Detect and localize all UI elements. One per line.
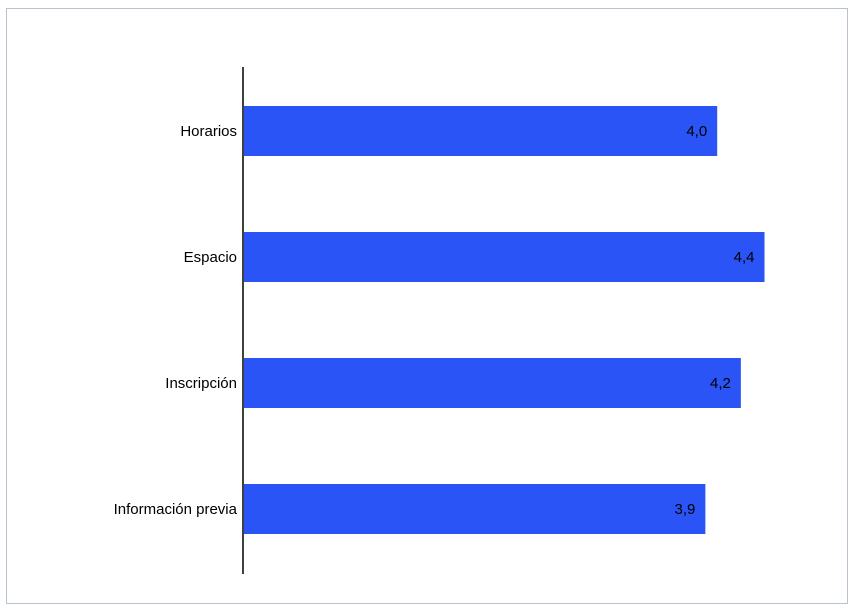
bar-4	[244, 484, 706, 534]
labels-layer: Horarios 4,0 Espacio 4,4 Inscripción 4,2 Infor…	[114, 123, 755, 518]
category-label: Información previa	[114, 501, 238, 518]
data-label: 4,0	[686, 123, 707, 140]
bar-3	[244, 358, 741, 408]
data-label: 4,4	[734, 249, 755, 266]
category-label: Inscripción	[165, 375, 237, 392]
category-label: Horarios	[180, 123, 237, 140]
data-label: 3,9	[675, 501, 696, 518]
data-label: 4,2	[710, 375, 731, 392]
bar-1	[244, 106, 718, 156]
bar-2	[244, 232, 765, 282]
category-label: Espacio	[184, 249, 237, 266]
bars-layer	[244, 106, 765, 534]
